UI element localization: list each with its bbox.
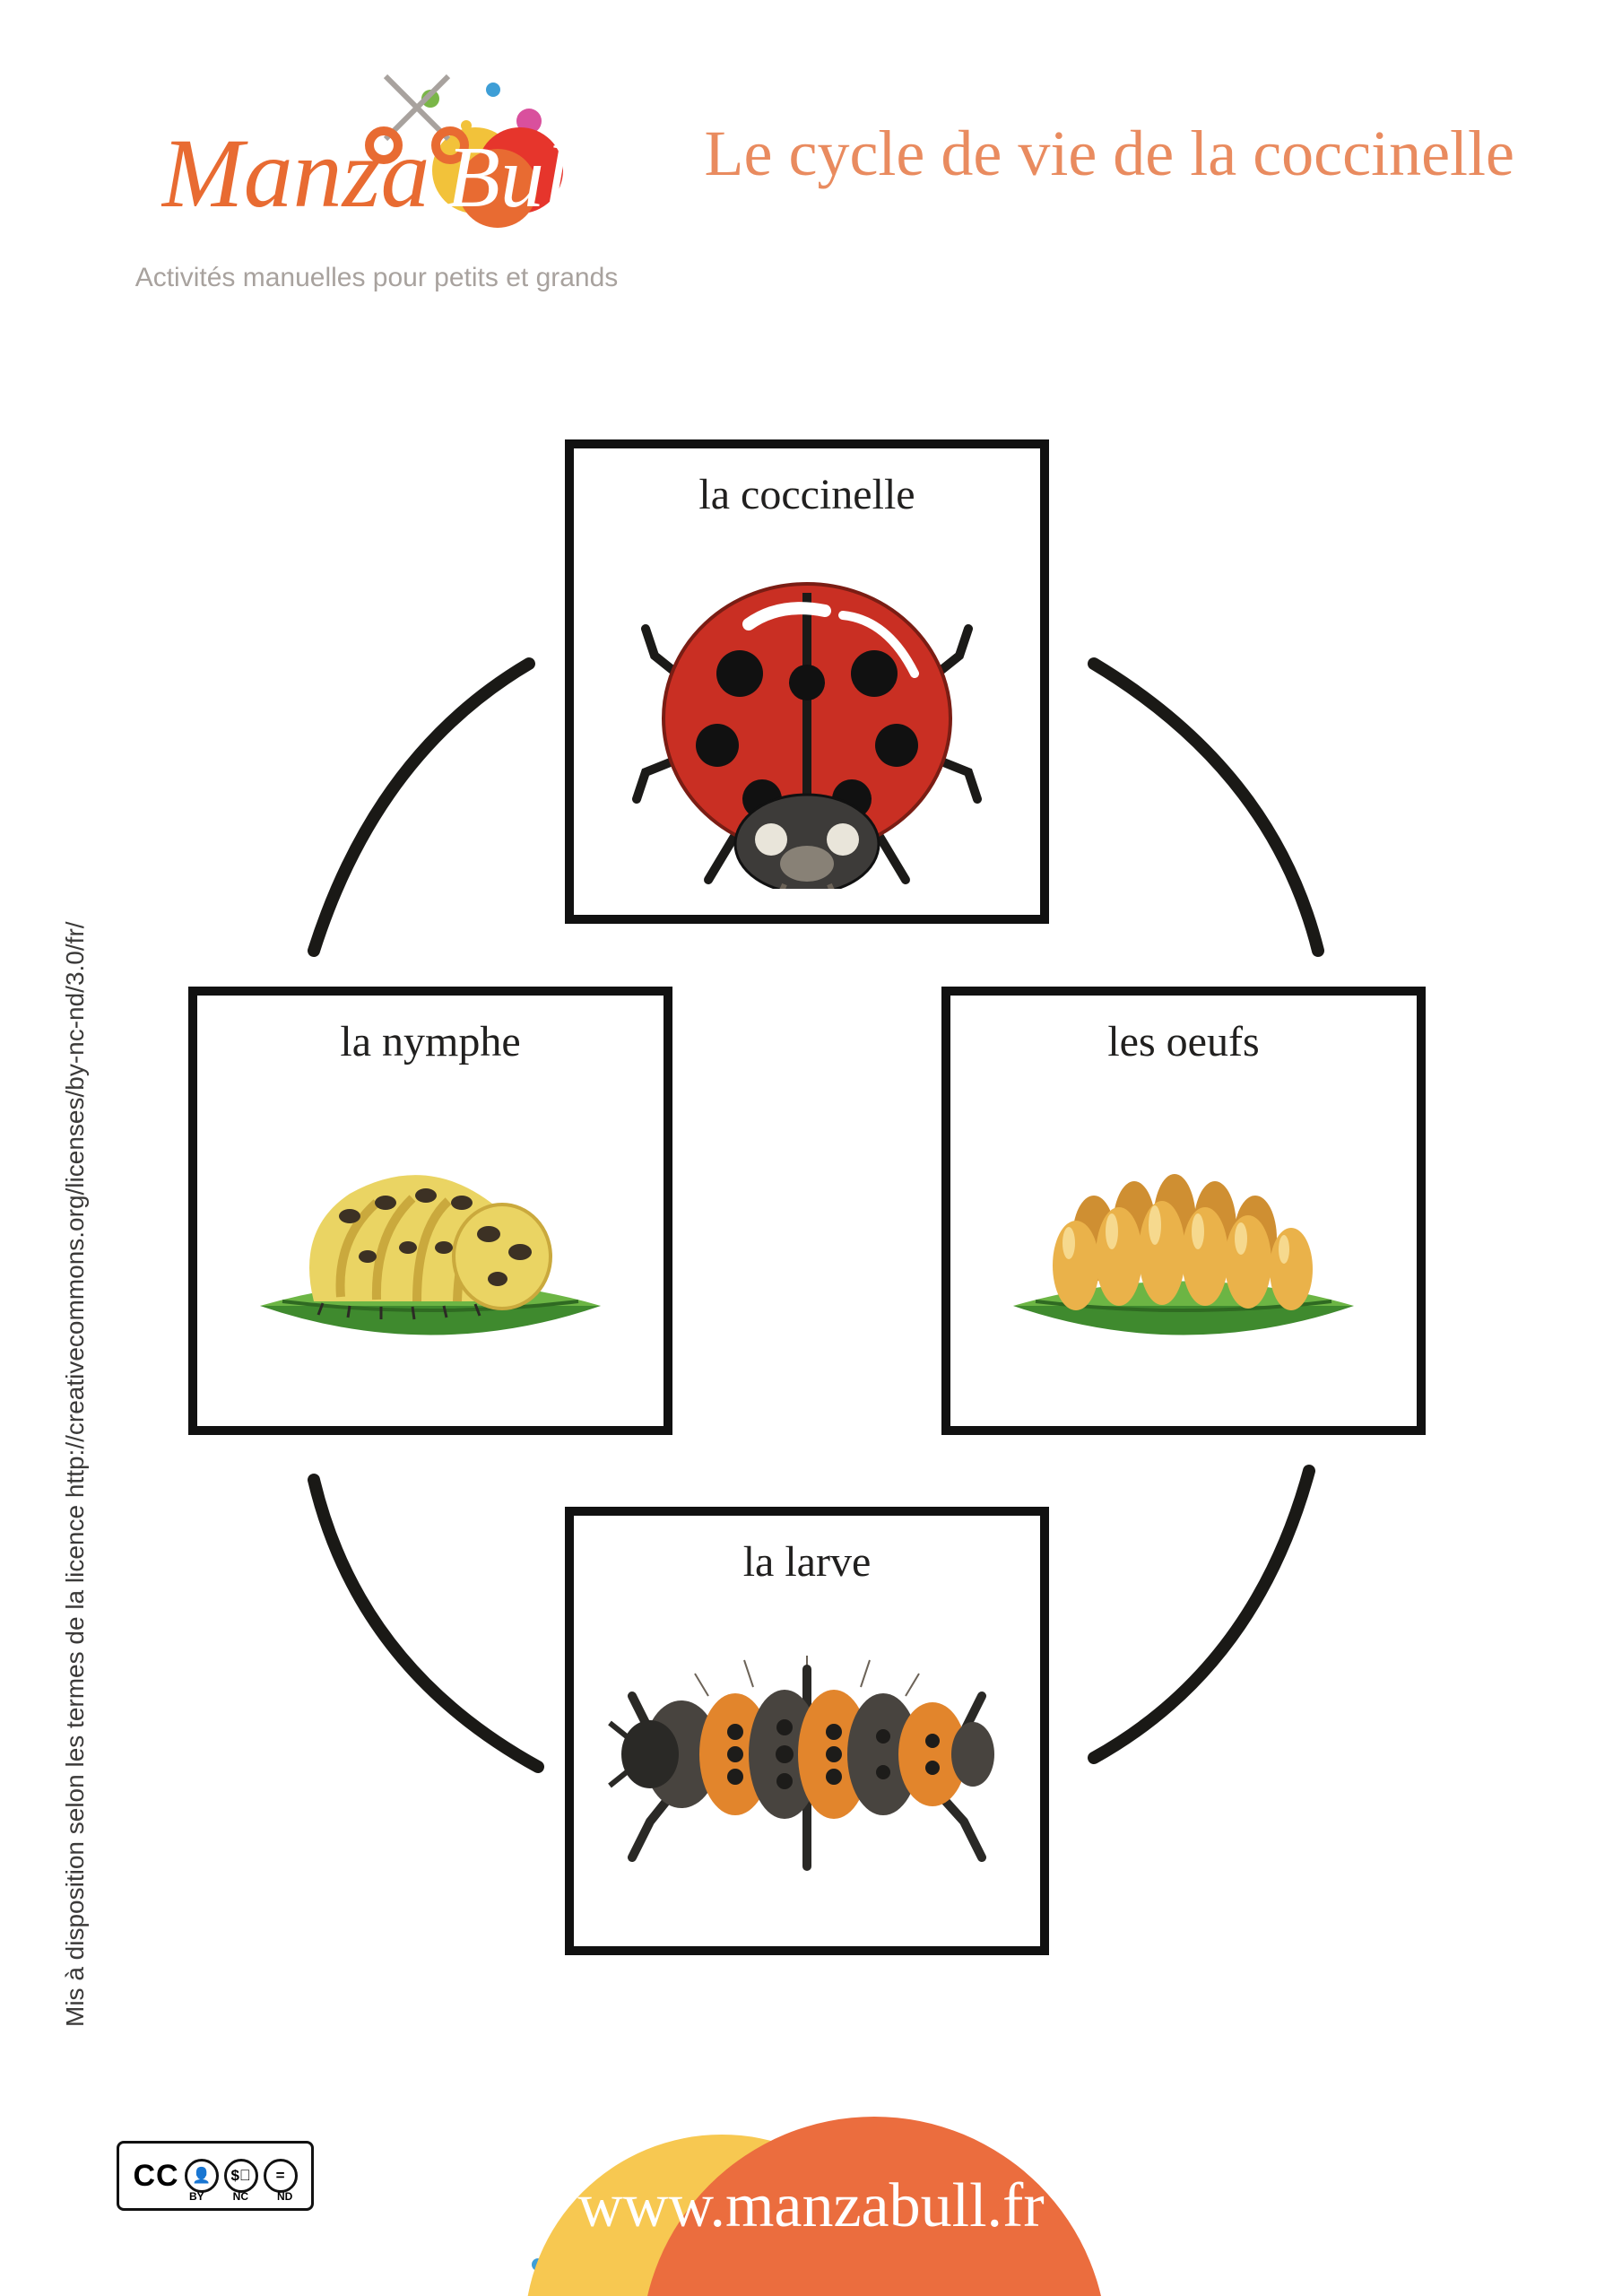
svg-text:Bull: Bull xyxy=(447,129,592,226)
card-label-larve: la larve xyxy=(574,1537,1040,1587)
card-label-oeufs: les oeufs xyxy=(950,1017,1417,1066)
cc-license-badge: CC 👤 $⃠ = BY NC ND xyxy=(117,2141,314,2211)
cc-terms: BY NC ND xyxy=(189,2190,292,2203)
card-label-coccinelle: la coccinelle xyxy=(574,470,1040,519)
svg-text:Manza: Manza xyxy=(161,118,429,228)
cc-nd-icon: = xyxy=(264,2159,298,2193)
card-larve: la larve xyxy=(565,1507,1049,1955)
card-nymphe: la nymphe xyxy=(188,987,672,1435)
cc-term-nc: NC xyxy=(233,2190,248,2203)
lifecycle-diagram: la coccinelle xyxy=(0,413,1622,1991)
ladybug-icon xyxy=(619,530,995,889)
cc-nc-icon: $⃠ xyxy=(224,2159,258,2193)
larva-icon xyxy=(601,1597,1013,1911)
eggs-icon xyxy=(986,1077,1381,1382)
brand-logo: Manza Bull Activités manuelles pour peti… xyxy=(126,72,628,293)
card-oeufs: les oeufs xyxy=(941,987,1426,1435)
cc-logo-icon: CC xyxy=(133,2159,178,2194)
cc-by-icon: 👤 xyxy=(185,2159,219,2193)
website-url: www.manzabull.fr xyxy=(577,2170,1044,2242)
pupa-icon xyxy=(233,1077,628,1382)
cc-term-nd: ND xyxy=(277,2190,292,2203)
cc-term-by: BY xyxy=(189,2190,204,2203)
license-text: Mis à disposition selon les termes de la… xyxy=(61,921,90,2027)
card-label-nymphe: la nymphe xyxy=(197,1017,664,1066)
logo-graphic: Manza Bull xyxy=(161,72,592,251)
brand-tagline: Activités manuelles pour petits et grand… xyxy=(126,263,628,293)
page-title: Le cycle de vie de la coccinelle xyxy=(705,117,1514,191)
card-coccinelle: la coccinelle xyxy=(565,439,1049,924)
